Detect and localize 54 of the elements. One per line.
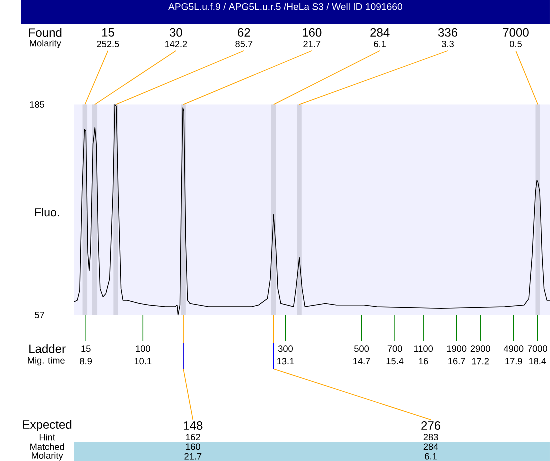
y-tick-label: 57 bbox=[35, 312, 44, 318]
text: Molarity bbox=[32, 452, 64, 461]
x-tick-label: 17.2 bbox=[472, 358, 490, 364]
text: Hint bbox=[40, 434, 56, 440]
band-label: 336 bbox=[438, 28, 458, 37]
band-label: 7000 bbox=[503, 28, 529, 37]
annotation: 21.7 bbox=[304, 40, 321, 48]
text: Found bbox=[29, 28, 62, 37]
y-axis-title: Fluo. bbox=[35, 208, 60, 216]
band-label: 15 bbox=[102, 28, 114, 37]
band-label: 30 bbox=[170, 28, 182, 37]
x-tick-label: 8.9 bbox=[80, 358, 92, 364]
text: 300 bbox=[278, 345, 293, 352]
text: 1900 bbox=[447, 345, 467, 352]
annotation: 252.5 bbox=[97, 40, 120, 48]
annotation: 276 bbox=[422, 421, 441, 430]
text: 2900 bbox=[470, 345, 490, 352]
text: 284 bbox=[424, 444, 438, 450]
text: Ladder bbox=[30, 344, 66, 354]
x-tick-label: 15.4 bbox=[386, 358, 404, 364]
text: 15 bbox=[82, 346, 91, 352]
x-tick-label: 17.9 bbox=[506, 358, 522, 364]
annotation: 6.1 bbox=[374, 40, 386, 48]
text: 100 bbox=[136, 345, 150, 352]
band-label: 284 bbox=[370, 28, 390, 37]
y-tick-label: 185 bbox=[30, 101, 45, 108]
annotation: 0.5 bbox=[510, 40, 522, 48]
text: 283 bbox=[424, 434, 438, 440]
x-tick-label: 10.1 bbox=[134, 358, 152, 364]
text: 21.7 bbox=[184, 453, 202, 460]
text: 160 bbox=[186, 444, 200, 450]
text: 4900 bbox=[504, 345, 524, 352]
x-tick-label: 16 bbox=[419, 358, 428, 364]
text: 500 bbox=[354, 345, 370, 352]
annotation: 85.7 bbox=[236, 40, 253, 48]
text: Matched bbox=[30, 443, 64, 450]
text: Mig. time bbox=[28, 356, 65, 366]
annotation: 148 bbox=[184, 421, 203, 430]
annotation: 3.3 bbox=[442, 40, 454, 48]
x-tick-label: 18.4 bbox=[529, 358, 546, 364]
band-label: 160 bbox=[303, 28, 322, 37]
text: 6.1 bbox=[425, 453, 437, 460]
x-tick-label: 13.1 bbox=[278, 358, 294, 364]
text: Expected bbox=[23, 420, 72, 432]
text: Molarity bbox=[30, 40, 62, 48]
x-tick-label: 14.7 bbox=[354, 358, 370, 364]
text: 1100 bbox=[414, 345, 434, 352]
chart-title: APG5L.u.f.9 / APG5L.u.r.5 /HeLa S3 / Well ID 1091660 bbox=[168, 3, 402, 10]
text: 162 bbox=[186, 434, 200, 440]
annotation: 142.2 bbox=[165, 40, 188, 48]
text: 7000 bbox=[528, 345, 548, 352]
x-tick-label: 16.7 bbox=[448, 358, 466, 364]
band-label: 62 bbox=[238, 28, 250, 37]
text: 700 bbox=[388, 345, 402, 352]
